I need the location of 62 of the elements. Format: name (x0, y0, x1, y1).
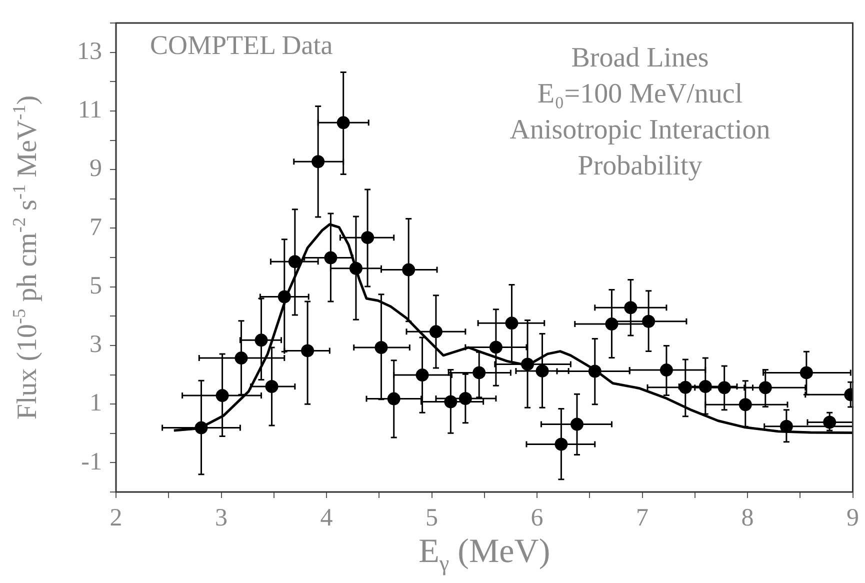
x-tick-label: 6 (530, 504, 544, 532)
point (254, 334, 268, 347)
point (265, 380, 278, 393)
point (489, 340, 502, 354)
point (605, 318, 618, 331)
point (554, 438, 568, 451)
point (349, 262, 362, 275)
point (718, 381, 731, 394)
annotation: Probability (578, 150, 702, 182)
x-tick-label: 4 (320, 504, 334, 532)
point (234, 352, 248, 365)
y-tick-label: 13 (77, 38, 102, 65)
point (505, 316, 518, 330)
point (536, 364, 549, 378)
point (361, 231, 374, 244)
point (698, 380, 712, 393)
annotation: Broad Lines (571, 42, 709, 74)
annotation: E₀=100 MeV/nucl (537, 78, 743, 110)
annotation: Anisotropic Interaction (510, 114, 770, 146)
point (324, 251, 338, 264)
point (800, 366, 813, 380)
point (416, 368, 429, 382)
y-tick-label: 11 (78, 96, 102, 124)
x-tick-label: 8 (741, 504, 754, 532)
point (738, 398, 752, 412)
point (429, 325, 442, 338)
x-tick-label: 5 (426, 504, 438, 532)
text: Flux (10-5 ph cm-2 s-1 MeV-1) (8, 95, 43, 420)
point (642, 314, 656, 328)
point (624, 301, 638, 314)
x-tick-label: 2 (110, 504, 122, 532)
point (758, 381, 772, 394)
y-tick-label: 3 (90, 331, 102, 358)
point (521, 358, 534, 371)
y-tick-label: 9 (90, 155, 102, 182)
point (216, 389, 229, 402)
y-tick-label: 1 (90, 390, 102, 417)
point (588, 364, 602, 378)
point (288, 255, 302, 268)
point (444, 395, 458, 408)
x-tick-label: 9 (846, 504, 859, 532)
annotation: COMPTEL Data (150, 30, 333, 60)
x-tick-label: 3 (215, 504, 228, 532)
point (194, 421, 208, 434)
point (458, 392, 472, 405)
point (374, 340, 388, 354)
point (336, 116, 350, 130)
point (660, 364, 673, 377)
point (301, 344, 314, 358)
y-tick-label: 7 (90, 214, 102, 241)
point (472, 366, 486, 380)
point (387, 392, 400, 406)
point (780, 420, 793, 433)
point (312, 155, 325, 168)
y-tick-label: 5 (90, 272, 102, 300)
point (570, 418, 584, 431)
point (823, 416, 836, 429)
y-tick-label: -1 (81, 448, 102, 476)
x-tick-label: 7 (636, 504, 648, 532)
point (278, 290, 291, 304)
point (402, 263, 416, 276)
point (678, 380, 692, 394)
